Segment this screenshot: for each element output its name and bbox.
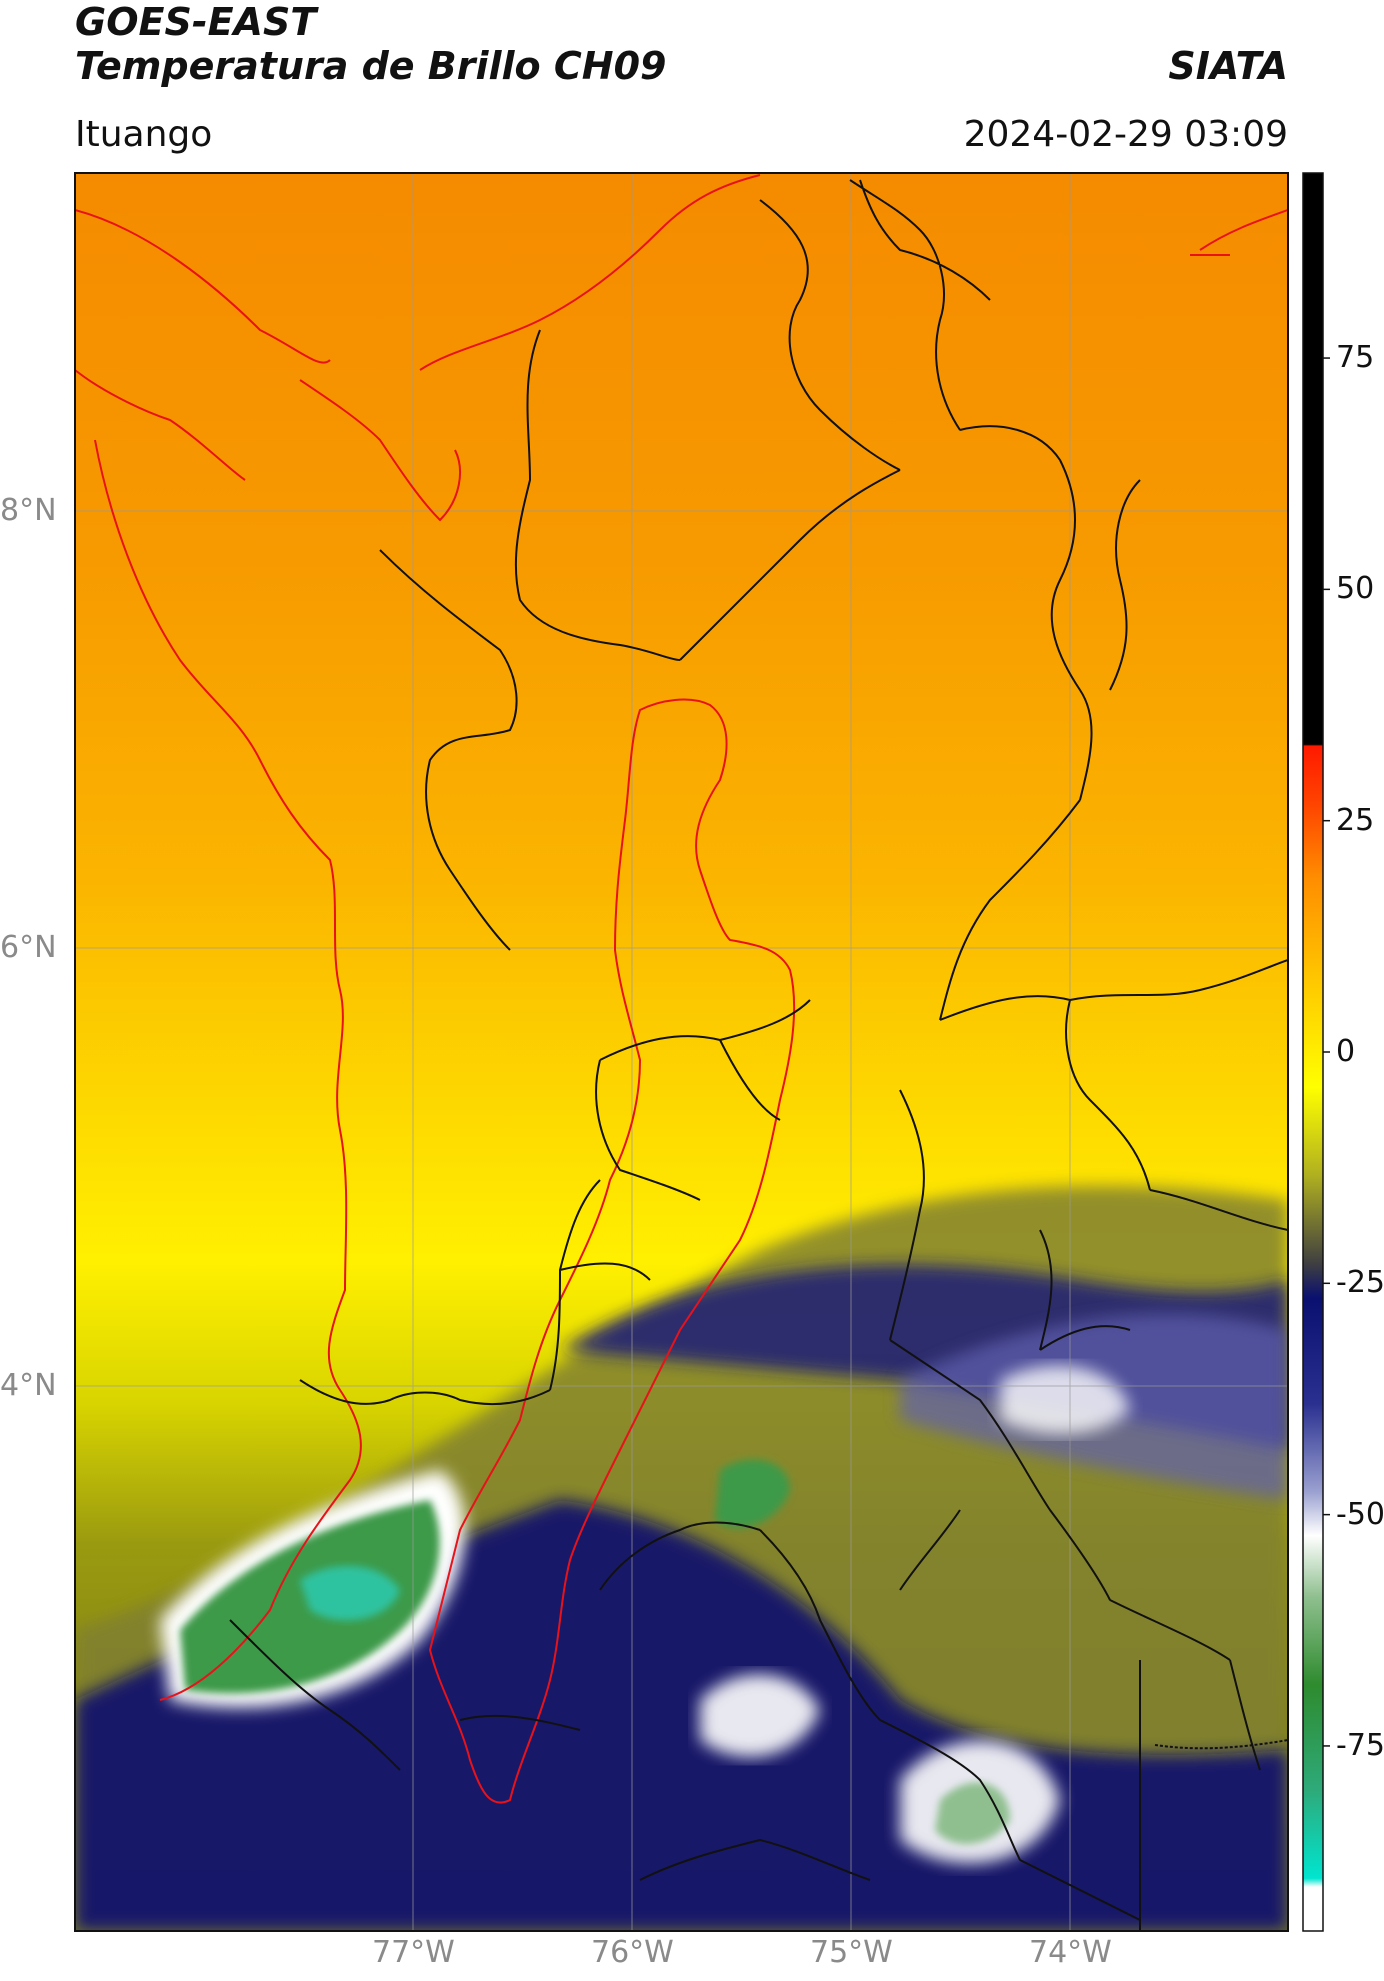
lon-label-76w: 76°W [591, 1935, 674, 1970]
colorbar [1302, 172, 1330, 1932]
organization-label: SIATA [1168, 44, 1288, 88]
colorbar-tick-label: 0 [1336, 1034, 1356, 1069]
lat-label-4n: 4°N [0, 1368, 57, 1403]
lat-label-6n: 6°N [0, 930, 57, 965]
colorbar-tick-label: -25 [1336, 1265, 1384, 1301]
lon-label-74w: 74°W [1029, 1935, 1112, 1970]
colorbar-tick-label: -50 [1336, 1496, 1384, 1532]
colorbar-tick-label: 50 [1336, 571, 1375, 607]
product-title: Temperatura de Brillo CH09 [75, 44, 667, 88]
lat-label-8n: 8°N [0, 493, 57, 528]
coastline [75, 174, 1288, 1804]
colorbar-tick-label: 75 [1336, 340, 1375, 376]
colorbar-tick-label: -75 [1336, 1727, 1384, 1763]
brightness-field [75, 173, 1288, 1931]
lon-label-77w: 77°W [372, 1935, 455, 1970]
gridlines [75, 173, 1288, 1931]
colorbar-tick-label: 25 [1336, 802, 1375, 838]
department-borders [229, 179, 1288, 1931]
datetime-label: 2024-02-29 03:09 [963, 114, 1288, 155]
colorbar-fill [1303, 173, 1323, 1931]
map-frame [74, 172, 1289, 1932]
lon-label-75w: 75°W [810, 1935, 893, 1970]
satellite-title: GOES-EAST [75, 0, 317, 44]
location-label: Ituango [75, 114, 213, 155]
